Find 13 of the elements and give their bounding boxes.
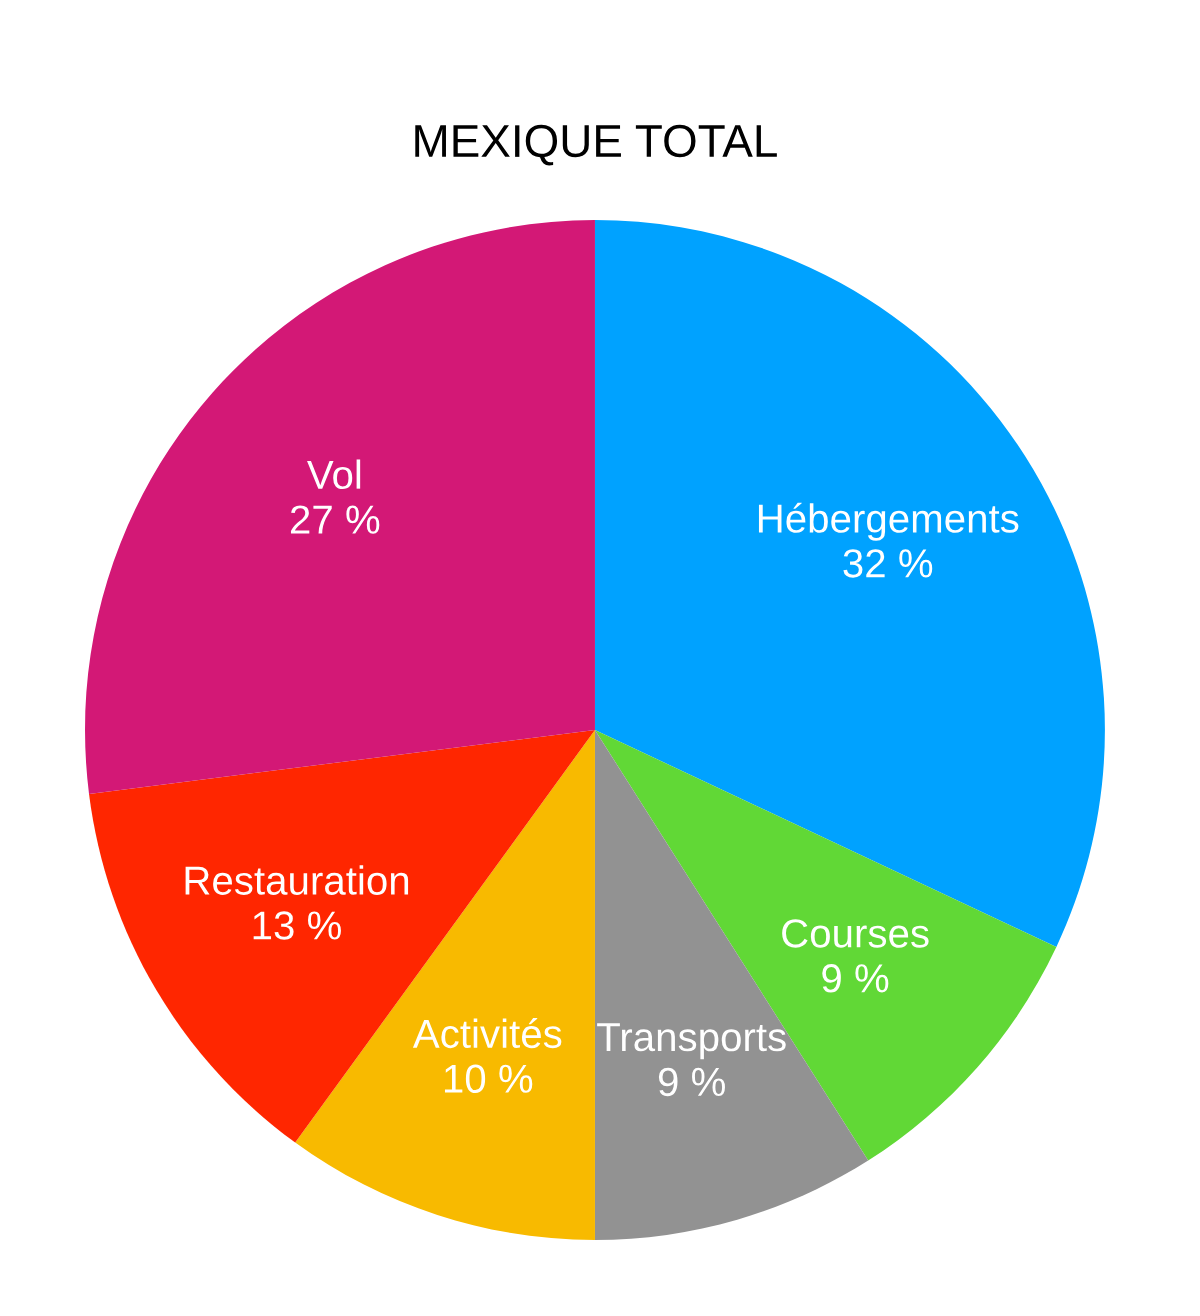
slice-label: Hébergements xyxy=(758,502,1019,541)
slice-label: Restauration xyxy=(185,865,409,895)
data-label: 32 % xyxy=(843,549,933,578)
data-label: 9 % xyxy=(658,1067,725,1097)
data-label: 10 % xyxy=(444,1064,533,1094)
data-label: 9 % xyxy=(822,964,889,993)
data-label: 27 % xyxy=(290,505,380,534)
data-label: 13 % xyxy=(253,911,341,940)
slice-label: Vol xyxy=(307,459,361,490)
slice-label: Transports xyxy=(597,1023,786,1060)
slice-label: Courses xyxy=(782,919,929,948)
chart-title: MEXIQUE TOTAL xyxy=(415,124,777,166)
slice-label: Activités xyxy=(412,1018,562,1049)
